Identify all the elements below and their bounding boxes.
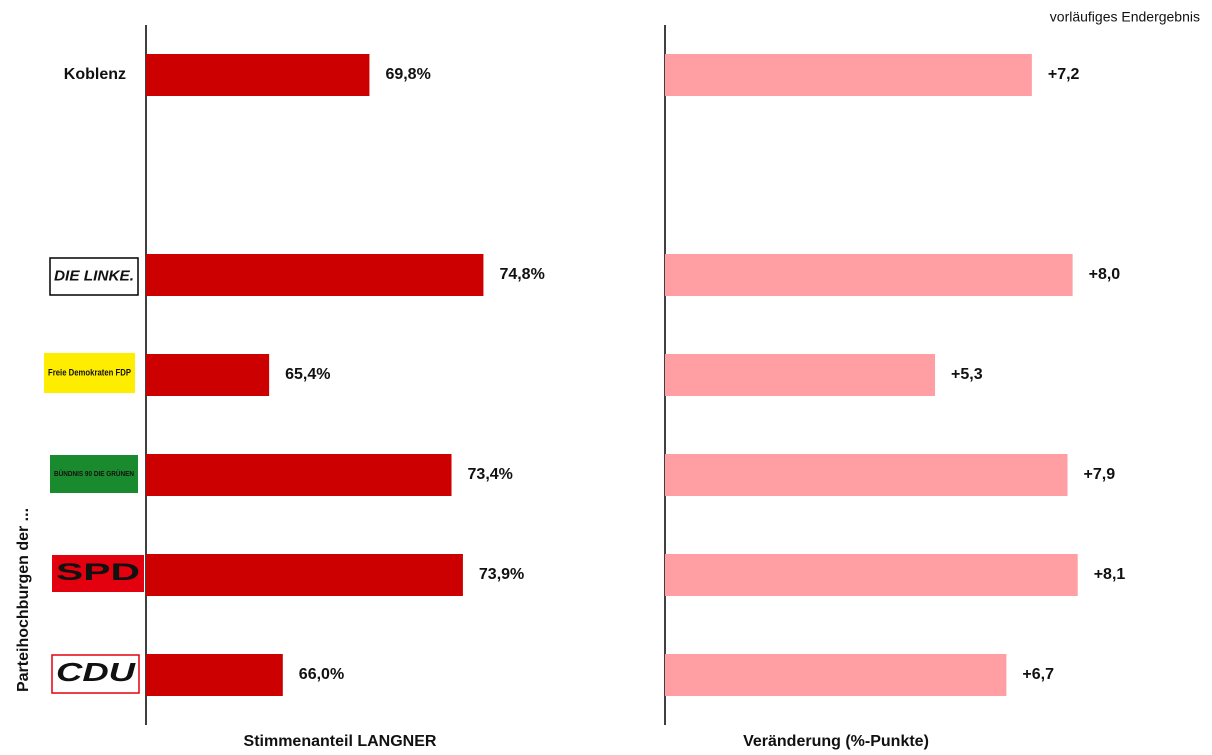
category-label: SPD bbox=[56, 559, 140, 586]
bar bbox=[665, 454, 1068, 496]
category-label: Freie Demokraten FDP bbox=[48, 367, 131, 377]
bar bbox=[146, 54, 370, 96]
data-label: +6,7 bbox=[1022, 666, 1054, 683]
note: vorläufiges Endergebnis bbox=[1050, 9, 1200, 25]
data-label: +8,1 bbox=[1094, 566, 1126, 583]
data-label: +8,0 bbox=[1089, 266, 1121, 283]
party-logo bbox=[44, 353, 135, 393]
bar bbox=[665, 54, 1032, 96]
y-axis-label: Parteihochburgen der ... bbox=[15, 508, 32, 692]
bar bbox=[146, 654, 283, 696]
x-axis-label: Veränderung (%-Punkte) bbox=[743, 733, 929, 750]
data-label: +7,2 bbox=[1048, 66, 1080, 83]
category-label: BÜNDNIS 90 DIE GRÜNEN bbox=[54, 469, 134, 478]
data-label: 74,8% bbox=[499, 266, 544, 283]
data-label: +7,9 bbox=[1084, 466, 1116, 483]
x-axis-label: Stimmenanteil LANGNER bbox=[244, 733, 437, 750]
bar bbox=[665, 654, 1007, 696]
data-label: 65,4% bbox=[285, 366, 330, 383]
data-label: 69,8% bbox=[385, 66, 430, 83]
bar bbox=[146, 554, 463, 596]
bar bbox=[146, 454, 452, 496]
bar bbox=[665, 554, 1078, 596]
category-label: CDU bbox=[56, 657, 137, 687]
party-logo bbox=[50, 455, 138, 493]
bar bbox=[146, 254, 484, 296]
data-label: 73,4% bbox=[468, 466, 513, 483]
bar bbox=[665, 354, 936, 396]
data-label: 73,9% bbox=[479, 566, 524, 583]
category-label: Koblenz bbox=[64, 66, 126, 83]
bar bbox=[665, 254, 1073, 296]
data-label: 66,0% bbox=[299, 666, 344, 683]
bar bbox=[146, 354, 270, 396]
category-label: DIE LINKE. bbox=[54, 267, 134, 284]
party-logo bbox=[51, 654, 140, 694]
party-logo bbox=[49, 257, 139, 296]
party-logo bbox=[52, 555, 144, 592]
data-label: +5,3 bbox=[951, 366, 983, 383]
